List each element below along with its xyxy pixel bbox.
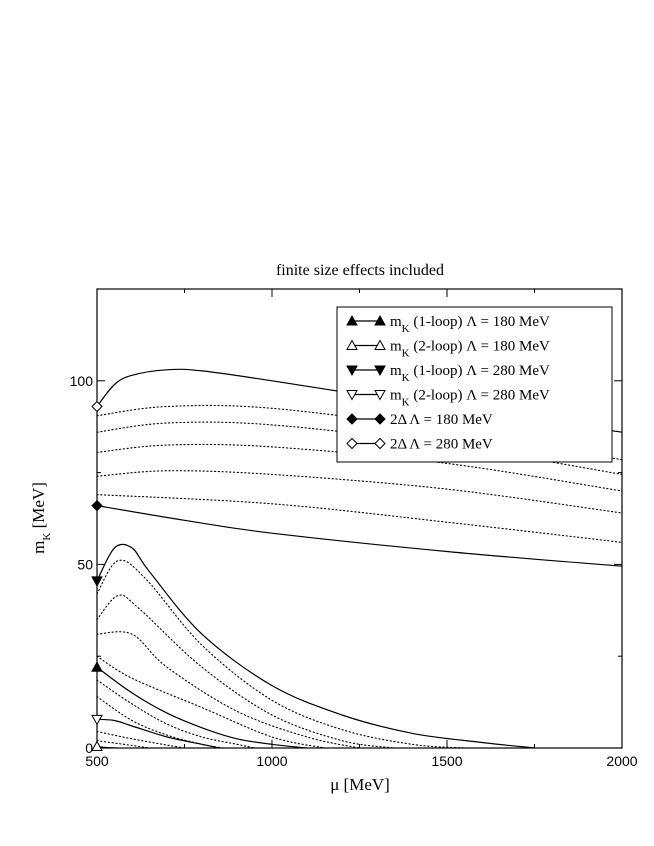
y-tick-label-1: 0 <box>85 740 93 756</box>
series-line-11 <box>97 631 361 748</box>
legend-marker-6 <box>346 437 358 450</box>
legend-marker-end-6 <box>374 437 386 450</box>
legend-marker-end-2 <box>374 339 386 350</box>
series-line-3 <box>97 421 622 475</box>
legend: mK (1-loop) Λ = 180 MeV mK (2-loop) Λ = 1… <box>336 306 613 463</box>
series-marker-8 <box>91 576 103 587</box>
series-line-15 <box>97 696 224 748</box>
series-line-14 <box>97 679 256 748</box>
series-line-7 <box>97 505 622 567</box>
legend-marker-1 <box>346 314 358 326</box>
legend-marker-end-4 <box>374 390 386 401</box>
x-tick-label-2: 1000 <box>256 753 287 769</box>
series-line-8 <box>97 543 536 748</box>
legend-marker-5 <box>346 413 358 425</box>
x-tick-label-3: 1500 <box>431 753 462 769</box>
series-marker-7 <box>91 499 103 512</box>
x-tick-label-1: 500 <box>85 753 109 769</box>
series-line-17 <box>97 730 186 748</box>
series-line-5 <box>97 470 622 514</box>
series-marker-1 <box>91 400 103 413</box>
series-line-10 <box>97 594 396 748</box>
legend-label-2: mK (2-loop) Λ = 180 MeV <box>390 339 550 360</box>
y-axis-label: mK [MeV] <box>29 482 53 554</box>
series-marker-19 <box>91 740 103 752</box>
x-axis-label: μ [MeV] <box>330 775 390 794</box>
series-marker-13 <box>91 661 103 672</box>
legend-marker-end-1 <box>374 314 386 326</box>
series-line-2 <box>97 404 622 461</box>
legend-box <box>336 306 613 463</box>
legend-label-4: mK (2-loop) Λ = 280 MeV <box>390 388 550 409</box>
legend-label-5: 2Δ Λ = 180 MeV <box>390 412 493 428</box>
series-markers <box>91 400 103 752</box>
x-tick-label-4: 2000 <box>606 753 637 769</box>
legend-marker-2 <box>346 339 358 350</box>
legend-label-6: 2Δ Λ = 280 MeV <box>390 437 493 453</box>
series-line-9 <box>97 559 466 748</box>
legend-marker-3 <box>346 365 358 377</box>
y-tick-label-3: 100 <box>70 373 94 389</box>
series-marker-16 <box>91 714 103 726</box>
y-tick-label-2: 50 <box>77 556 93 572</box>
series-line-6 <box>97 494 622 543</box>
legend-marker-4 <box>346 390 358 401</box>
plot-lines <box>97 368 622 748</box>
legend-marker-end-3 <box>374 365 386 377</box>
chart-title: finite size effects included <box>276 262 444 279</box>
series-line-4 <box>97 443 622 492</box>
legend-label-1: mK (1-loop) Λ = 180 MeV <box>390 314 550 335</box>
legend-label-3: mK (1-loop) Λ = 280 MeV <box>390 363 550 384</box>
axis-ticks: 500 1000 1500 2000 0 50 100 <box>70 289 638 769</box>
legend-marker-end-5 <box>374 413 386 425</box>
series-line-16 <box>97 718 221 748</box>
series-line-12 <box>97 655 326 748</box>
